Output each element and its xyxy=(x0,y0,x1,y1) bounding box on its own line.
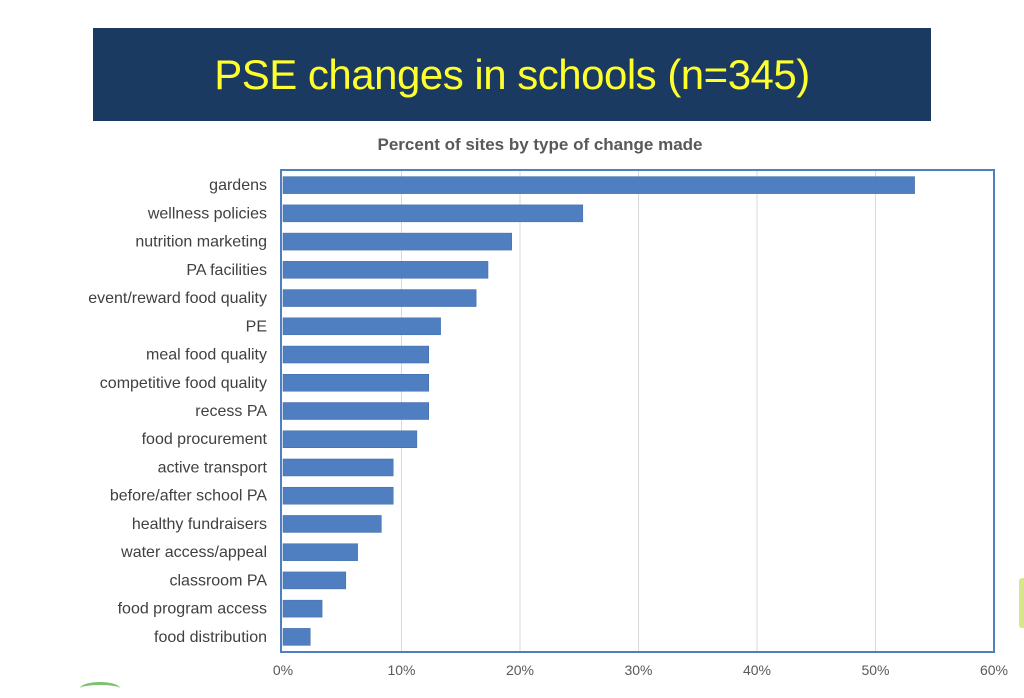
category-label: classroom PA xyxy=(169,572,267,589)
bar xyxy=(282,204,584,223)
category-labels: gardens wellness policies nutrition market… xyxy=(88,177,267,646)
x-tick-label: 10% xyxy=(387,662,415,678)
bar xyxy=(282,289,477,307)
category-label: competitive food quality xyxy=(100,375,267,392)
x-tick-label: 60% xyxy=(980,662,1008,678)
category-label: nutrition marketing xyxy=(135,234,267,251)
bar xyxy=(282,430,418,448)
category-label: wellness policies xyxy=(147,205,267,222)
bar xyxy=(282,599,323,618)
title-banner: PSE changes in schools (n=345) xyxy=(93,28,931,121)
category-label: gardens xyxy=(209,177,267,194)
bar xyxy=(282,176,915,194)
bar xyxy=(282,543,358,561)
category-label: PE xyxy=(246,318,267,335)
decorative-arc xyxy=(80,682,120,695)
bar xyxy=(282,515,382,533)
category-label: recess PA xyxy=(195,403,267,420)
bar xyxy=(282,458,394,477)
category-label: event/reward food quality xyxy=(88,290,267,307)
category-label: PA facilities xyxy=(186,262,267,279)
bars xyxy=(282,176,915,646)
x-tick-label: 50% xyxy=(861,662,889,678)
x-tick-label: 20% xyxy=(506,662,534,678)
bar xyxy=(282,402,430,420)
category-label: before/after school PA xyxy=(110,488,267,505)
bar xyxy=(282,261,489,279)
category-label: healthy fundraisers xyxy=(132,516,267,533)
x-tick-label: 40% xyxy=(743,662,771,678)
bar xyxy=(282,345,430,364)
category-label: food program access xyxy=(118,601,267,618)
category-label: food procurement xyxy=(142,431,268,448)
slide-title: PSE changes in schools (n=345) xyxy=(214,50,810,98)
plot-frame xyxy=(280,169,995,653)
bar xyxy=(282,317,441,336)
x-tick-labels: 0% 10% 20% 30% 40% 50% 60% xyxy=(273,662,1008,678)
x-tick-label: 0% xyxy=(273,662,293,678)
x-tick-label: 30% xyxy=(624,662,652,678)
category-label: water access/appeal xyxy=(120,544,267,561)
decorative-tab xyxy=(1019,578,1024,628)
bar xyxy=(282,628,311,646)
category-label: active transport xyxy=(158,459,268,476)
bar xyxy=(282,232,512,251)
bar xyxy=(282,486,394,505)
category-label: food distribution xyxy=(154,629,267,646)
category-label: meal food quality xyxy=(146,347,267,364)
bar xyxy=(282,571,347,590)
chart-title: Percent of sites by type of change made xyxy=(378,135,703,154)
bar xyxy=(282,374,430,392)
